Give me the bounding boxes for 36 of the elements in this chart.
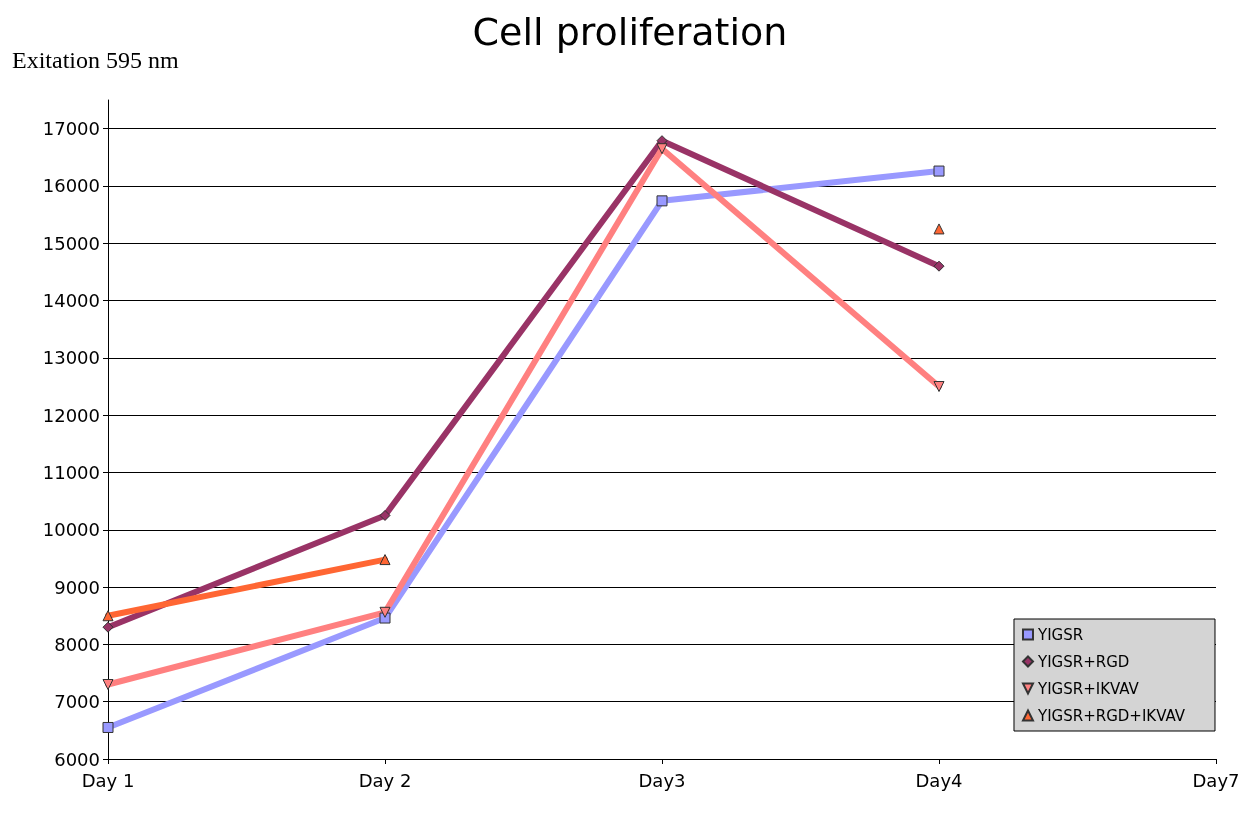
y-tick-label: 14000 xyxy=(42,290,100,312)
point xyxy=(656,143,668,155)
point xyxy=(102,721,114,733)
y-tick-label: 9000 xyxy=(54,576,100,598)
x-tick-label: Day4 xyxy=(915,769,963,791)
y-tick-label: 10000 xyxy=(42,519,100,541)
point xyxy=(379,509,391,521)
point xyxy=(933,381,945,393)
x-tick-label: Day3 xyxy=(638,769,686,791)
legend-label: YIGSR+RGD+IKVAV xyxy=(1036,706,1186,725)
x-tick-label: Day 1 xyxy=(81,769,135,791)
y-tick-label: 7000 xyxy=(54,691,100,713)
text: Exitation 595 nm xyxy=(12,47,179,73)
y-tick-label: 6000 xyxy=(54,748,100,770)
y-tick-label: 16000 xyxy=(42,175,100,197)
legend-label: YIGSR+RGD xyxy=(1036,652,1130,671)
chart-title: Cell proliferation xyxy=(472,10,788,54)
point xyxy=(933,260,945,272)
point xyxy=(656,195,668,207)
point xyxy=(102,621,114,633)
legend-label: YIGSR xyxy=(1036,625,1084,644)
y-tick-label: 12000 xyxy=(42,404,100,426)
point xyxy=(379,554,391,566)
point xyxy=(933,165,945,177)
x-tick-label: Day7 xyxy=(1192,769,1240,791)
y-tick-label: 13000 xyxy=(42,347,100,369)
point xyxy=(102,610,114,622)
point xyxy=(102,679,114,690)
y-tick-label: 11000 xyxy=(42,461,100,483)
legend-label: YIGSR+IKVAV xyxy=(1036,679,1140,698)
point xyxy=(379,606,391,618)
y-tick-label: 17000 xyxy=(42,118,100,140)
point xyxy=(933,223,945,235)
y-tick-label: 8000 xyxy=(54,633,100,655)
x-tick-label: Day 2 xyxy=(358,769,412,791)
y-tick-label: 15000 xyxy=(42,232,100,254)
